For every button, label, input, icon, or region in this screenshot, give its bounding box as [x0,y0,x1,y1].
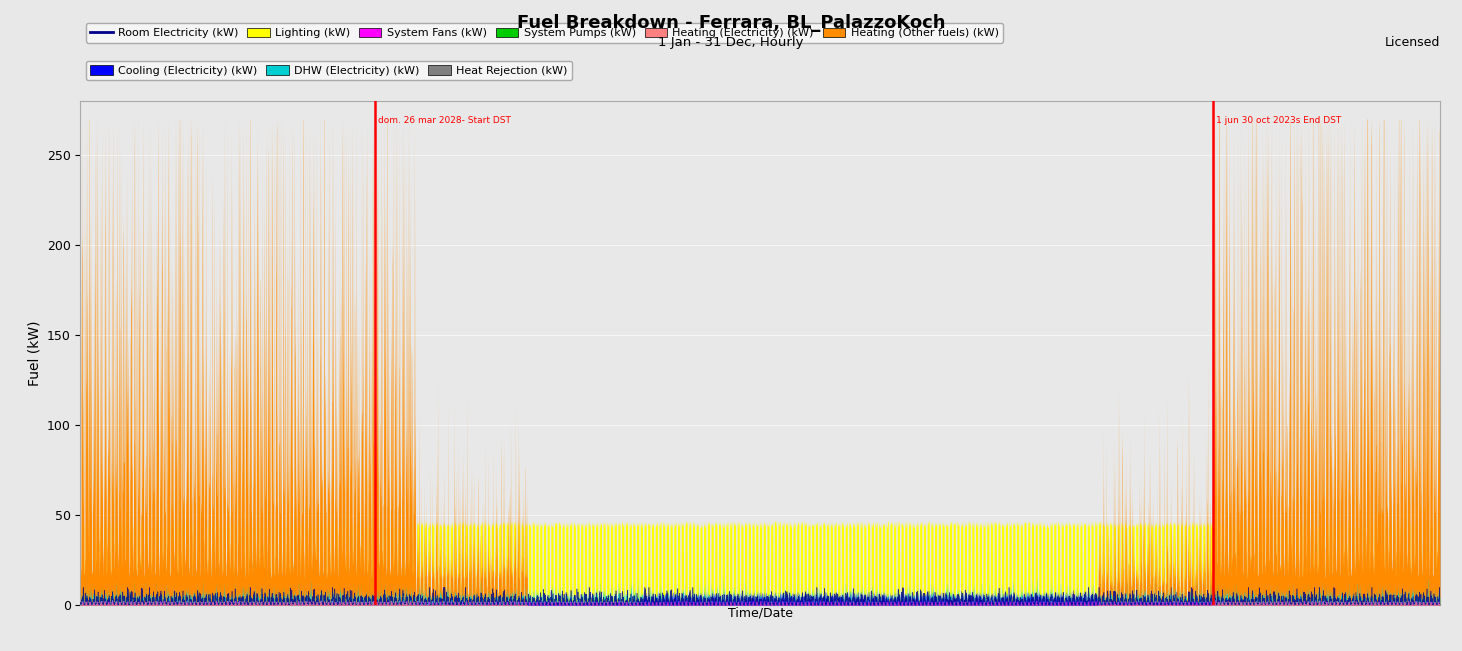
Text: 1 Jan - 31 Dec, Hourly: 1 Jan - 31 Dec, Hourly [658,36,804,49]
Text: dom. 26 mar 2028- Start DST: dom. 26 mar 2028- Start DST [377,116,510,125]
Legend: Cooling (Electricity) (kW), DHW (Electricity) (kW), Heat Rejection (kW): Cooling (Electricity) (kW), DHW (Electri… [86,61,572,80]
X-axis label: Time/Date: Time/Date [728,607,792,620]
Text: Fuel Breakdown - Ferrara, BL_PalazzoKoch: Fuel Breakdown - Ferrara, BL_PalazzoKoch [516,14,946,33]
Text: Licensed: Licensed [1385,36,1440,49]
Text: 1 jun 30 oct 2023s End DST: 1 jun 30 oct 2023s End DST [1216,116,1341,125]
Y-axis label: Fuel (kW): Fuel (kW) [28,320,41,386]
